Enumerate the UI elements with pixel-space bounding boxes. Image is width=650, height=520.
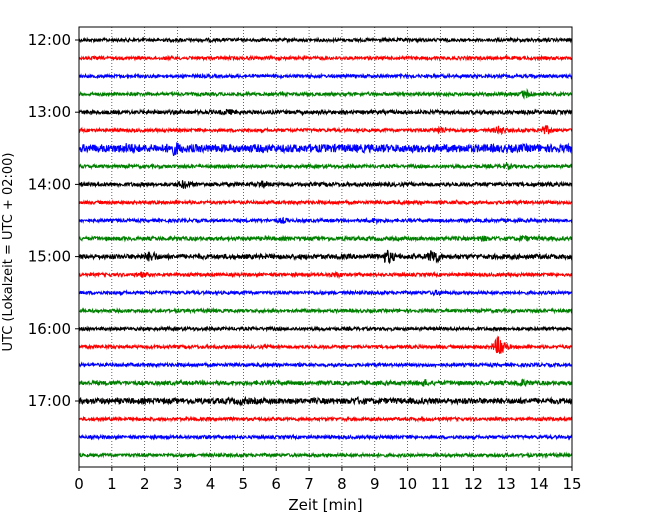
trace-1645 (78, 378, 573, 388)
trace-1515 (78, 270, 573, 280)
y-axis-ticks: 12:00 13:00 14:00 15:00 16:00 17:00 (28, 31, 79, 410)
x-tick-label: 2 (140, 475, 150, 493)
trace-1745 (78, 451, 573, 459)
trace-1715 (78, 415, 573, 423)
y-tick-label: 16:00 (28, 320, 71, 338)
x-tick-label: 10 (398, 475, 417, 493)
x-tick-label: 4 (206, 475, 216, 493)
trace-1500 (78, 249, 573, 265)
x-tick-label: 3 (173, 475, 183, 493)
y-tick-label: 13:00 (28, 103, 71, 121)
trace-1530 (78, 289, 573, 297)
trace-1330 (78, 142, 573, 157)
y-tick-label: 17:00 (28, 392, 71, 410)
x-tick-label: 14 (530, 475, 549, 493)
x-tick-label: 9 (370, 475, 380, 493)
x-axis-ticks: 0 1 2 3 4 5 6 7 8 9 10 11 12 13 14 15 (74, 467, 582, 493)
x-tick-label: 6 (271, 475, 281, 493)
y-tick-label: 14:00 (28, 175, 71, 193)
x-tick-label: 15 (562, 475, 581, 493)
seismic-traces (78, 36, 573, 459)
trace-1230 (78, 72, 573, 80)
x-tick-label: 7 (304, 475, 314, 493)
trace-1430 (78, 216, 573, 226)
trace-1630 (78, 361, 573, 369)
trace-1415 (78, 198, 573, 207)
trace-1215 (78, 54, 573, 62)
x-tick-label: 12 (464, 475, 483, 493)
x-tick-label: 8 (337, 475, 347, 493)
trace-1200 (78, 36, 573, 44)
y-axis-label: UTC (Lokalzeit = UTC + 02:00) (1, 153, 16, 352)
x-axis-label: Zeit [min] (288, 496, 362, 514)
trace-1600 (78, 325, 573, 333)
trace-1300 (78, 108, 573, 117)
y-tick-label: 12:00 (28, 31, 71, 49)
x-tick-label: 0 (74, 475, 84, 493)
y-tick-label: 15:00 (28, 248, 71, 266)
x-tick-label: 13 (497, 475, 516, 493)
x-tick-label: 5 (239, 475, 249, 493)
trace-1400 (78, 180, 573, 189)
trace-1315 (78, 124, 573, 136)
x-tick-label: 1 (107, 475, 117, 493)
trace-1445 (78, 234, 573, 243)
trace-1615 (78, 335, 573, 354)
trace-1345 (78, 161, 573, 171)
trace-1700 (78, 395, 573, 407)
trace-1245 (78, 87, 573, 100)
x-tick-label: 11 (431, 475, 450, 493)
grid-lines (111, 27, 540, 467)
trace-1545 (78, 307, 573, 315)
plot-frame (78, 26, 573, 468)
trace-1730 (78, 433, 573, 441)
